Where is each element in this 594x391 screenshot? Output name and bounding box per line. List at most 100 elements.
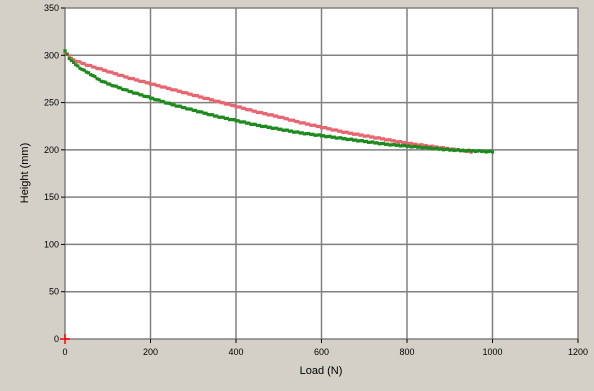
data-point <box>403 141 407 145</box>
data-point <box>330 135 334 139</box>
data-point <box>309 123 313 127</box>
data-point <box>159 99 163 103</box>
data-point <box>140 79 144 83</box>
data-point <box>326 134 330 139</box>
data-point <box>225 102 230 106</box>
data-point <box>264 124 268 128</box>
data-point <box>326 127 330 131</box>
data-point <box>123 75 127 79</box>
data-point <box>441 145 445 150</box>
data-point <box>341 130 345 134</box>
data-point <box>366 140 371 144</box>
data-point <box>178 89 183 93</box>
data-point <box>354 132 358 136</box>
data-point <box>324 126 328 130</box>
data-point <box>86 71 91 75</box>
data-point <box>317 124 321 129</box>
data-point <box>166 101 170 105</box>
data-point <box>478 149 482 153</box>
data-point <box>230 117 234 122</box>
data-point <box>266 125 270 129</box>
data-point <box>285 117 289 121</box>
data-point <box>311 123 315 127</box>
data-point <box>189 92 193 96</box>
data-point <box>347 137 351 141</box>
data-point <box>411 142 416 146</box>
data-point <box>396 140 401 144</box>
data-point <box>275 126 279 130</box>
data-point <box>251 122 255 126</box>
data-point <box>360 133 364 137</box>
data-point <box>456 148 460 152</box>
data-point <box>74 63 78 67</box>
data-point <box>217 99 221 103</box>
data-point <box>375 136 379 140</box>
data-point <box>300 131 304 135</box>
data-point <box>129 76 133 81</box>
data-point <box>364 139 368 143</box>
data-point <box>238 105 242 109</box>
data-point <box>257 110 262 115</box>
data-point <box>193 108 197 113</box>
data-point <box>362 139 366 144</box>
data-point <box>161 85 165 89</box>
data-point <box>390 139 394 143</box>
data-point <box>67 56 71 61</box>
data-point <box>142 79 146 84</box>
data-point <box>315 124 319 129</box>
data-point <box>302 132 306 136</box>
y-tick-label: 150 <box>44 192 59 202</box>
data-point <box>262 112 266 116</box>
data-point <box>268 125 272 129</box>
data-point <box>146 95 150 99</box>
data-point <box>125 88 129 92</box>
data-point <box>245 108 249 112</box>
data-point <box>315 133 319 137</box>
data-point <box>161 99 165 104</box>
data-point <box>433 146 437 151</box>
data-point <box>221 101 225 105</box>
data-point <box>82 68 86 72</box>
x-tick-label: 1000 <box>482 347 502 357</box>
data-point <box>437 147 441 151</box>
data-point <box>204 96 208 101</box>
data-point <box>298 131 302 135</box>
data-point <box>200 95 204 99</box>
grid-layer <box>64 7 579 340</box>
data-point <box>174 88 178 92</box>
data-point <box>486 149 490 154</box>
data-point <box>213 99 217 103</box>
data-point <box>136 78 140 82</box>
data-point <box>285 128 289 132</box>
data-point <box>163 85 168 89</box>
data-point <box>354 138 358 142</box>
data-point <box>384 142 388 147</box>
data-point <box>424 143 428 148</box>
data-point <box>304 132 309 136</box>
data-point <box>319 126 324 130</box>
data-point <box>490 150 495 154</box>
data-point <box>311 132 315 136</box>
data-point <box>223 102 227 106</box>
data-point <box>159 85 163 89</box>
data-point <box>125 75 129 79</box>
data-point <box>170 88 174 92</box>
data-point <box>339 136 343 140</box>
data-point <box>144 81 148 85</box>
data-point <box>275 114 279 118</box>
data-point <box>180 105 185 110</box>
data-point <box>373 141 377 145</box>
data-point <box>200 110 204 114</box>
y-tick-label: 250 <box>44 98 59 108</box>
data-point <box>63 49 67 53</box>
data-point <box>270 113 274 117</box>
data-point <box>411 145 416 149</box>
data-point <box>473 149 477 154</box>
data-point <box>296 120 300 124</box>
data-point <box>157 84 161 88</box>
data-point <box>123 88 127 92</box>
data-point <box>176 104 180 108</box>
data-point <box>313 123 317 127</box>
data-point <box>187 107 191 111</box>
